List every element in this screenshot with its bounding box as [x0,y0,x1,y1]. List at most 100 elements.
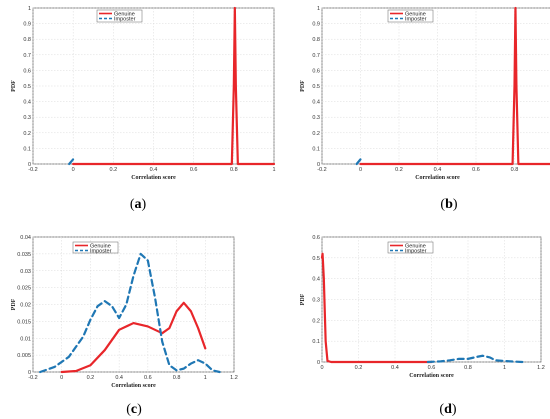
x-tick-label: 1.2 [230,375,238,381]
x-tick-label: 0.4 [115,375,123,381]
y-tick-label: 0.2 [312,131,320,137]
x-tick-label: 0.8 [464,365,472,371]
caption-open-paren: ( [439,402,444,417]
y-tick-label: 0.5 [312,84,320,90]
x-tick-label: 0.8 [230,167,238,173]
series-line-imposter [426,354,524,364]
panel-d-ticks: 0 0.2 0.4 0.6 0.8 1 1.2 0 0.1 0.2 0.3 0.4 0.5 0.6 [312,235,544,371]
legend-label-genuine: Genuine [114,11,135,17]
panel-c-legend: Genuine Imposter [72,241,119,254]
y-tick-label: 0.6 [23,68,31,74]
caption-letter: d [444,402,452,417]
caption-close-paren: ) [452,402,457,417]
panel-c-xlabel: Correlation score [111,383,156,389]
panel-d-xlabel: Correlation score [409,373,454,379]
legend-label-imposter: Imposter [405,248,427,254]
y-tick-label: 1 [317,6,320,12]
y-tick-label: 0.5 [23,84,31,90]
caption-close-paren: ) [453,197,458,212]
x-tick-label: 0.6 [144,375,152,381]
y-tick-label: 0.4 [312,100,320,106]
legend-label-genuine: Genuine [90,243,111,249]
x-tick-label: 0 [60,375,63,381]
y-tick-label: 0.1 [312,339,320,345]
panel-c-series [39,252,221,374]
y-tick-label: 0.3 [312,115,320,121]
x-tick-label: 0.2 [355,365,363,371]
caption-close-paren: ) [142,197,147,212]
x-tick-label: 0 [320,365,323,371]
y-tick-label: 0 [28,370,31,376]
y-tick-label: 0.9 [23,22,31,28]
panel-c: -0.2 0 0.2 0.4 0.6 0.8 1 1.200.0050.010.0150.02… [11,235,238,417]
y-tick-label: 0.1 [23,146,31,152]
y-tick-label: 0.1 [312,146,320,152]
legend-box [72,241,119,254]
y-tick-label: 0.7 [23,53,31,59]
y-tick-label: 0.04 [20,235,31,241]
y-tick-label: 0.3 [312,298,320,304]
caption-open-paren: ( [440,197,445,212]
series-line-genuine [320,252,433,364]
x-tick-label: -0.2 [317,167,326,173]
series-line-imposter [68,156,77,166]
y-tick-label: 0.8 [312,37,320,43]
x-tick-label: 0 [359,167,362,173]
panel-b-xlabel: Correlation score [415,175,460,181]
x-tick-label: -0.2 [28,375,37,381]
panel-b-ylabel: PDF [300,80,306,92]
legend-label-genuine: Genuine [405,243,426,249]
x-tick-label: 0.8 [173,375,181,381]
y-tick-label: 0.03 [20,269,31,275]
panel-b-series [355,6,550,166]
y-tick-label: 0.2 [312,318,320,324]
series-line-imposter [39,252,221,374]
caption-letter: c [131,402,137,417]
y-tick-label: 0.02 [20,303,31,309]
panel-a-legend: Genuine Imposter [96,9,143,22]
y-tick-label: 0 [317,162,320,168]
y-tick-label: 0.015 [17,319,31,325]
y-tick-label: 0.035 [17,252,31,258]
panel-d: 0 0.2 0.4 0.6 0.8 1 1.2 0 0.1 0.2 0.3 0.4 0.5 0.6 Cor… [300,235,545,417]
x-tick-label: 0 [72,167,75,173]
panel-a-series [68,6,276,166]
y-tick-label: 1 [28,6,31,12]
x-tick-label: 0.4 [391,365,399,371]
y-tick-label: 0.5 [312,256,320,262]
x-tick-label: 0.8 [511,167,519,173]
legend-box [387,241,434,254]
panel-a-ticks: -0.2 0 0.2 0.4 0.6 0.8 100.10.20.30.40.50.60.7… [23,6,275,173]
x-tick-label: 0.6 [190,167,198,173]
panel-d-ylabel: PDF [300,293,306,305]
panel-a-caption: (a) [130,197,147,212]
panel-c-grid [32,236,235,373]
y-tick-label: 0.2 [23,131,31,137]
y-tick-label: 0.8 [23,37,31,43]
x-tick-label: 0.4 [150,167,158,173]
y-tick-label: 0.6 [312,68,320,74]
panel-a-grid [32,7,275,165]
legend-label-imposter: Imposter [114,16,136,22]
y-tick-label: 0.7 [312,53,320,59]
y-tick-label: 0.005 [17,353,31,359]
panel-a-ylabel: PDF [11,80,17,92]
series-line-genuine [60,301,207,374]
x-tick-label: 0.6 [472,167,480,173]
caption-letter: a [135,197,142,212]
caption-open-paren: ( [126,402,131,417]
x-tick-label: 0.2 [87,375,95,381]
y-tick-label: 0.025 [17,286,31,292]
caption-close-paren: ) [137,402,142,417]
panel-d-caption: (d) [439,402,456,417]
panel-a: -0.2 0 0.2 0.4 0.6 0.8 100.10.20.30.40.50.60.7… [11,6,276,212]
y-tick-label: 0.4 [23,100,31,106]
legend-label-imposter: Imposter [90,248,112,254]
x-tick-label: 0.6 [428,365,436,371]
panel-b-ticks: -0.200.20.40.60.8100.10.20.30.40.50.60.7… [312,6,519,173]
series-line-genuine [359,6,550,166]
x-tick-label: 0.2 [110,167,118,173]
panel-c-caption: (c) [126,402,142,417]
panel-b-caption: (b) [440,197,457,212]
y-tick-label: 0 [317,360,320,366]
